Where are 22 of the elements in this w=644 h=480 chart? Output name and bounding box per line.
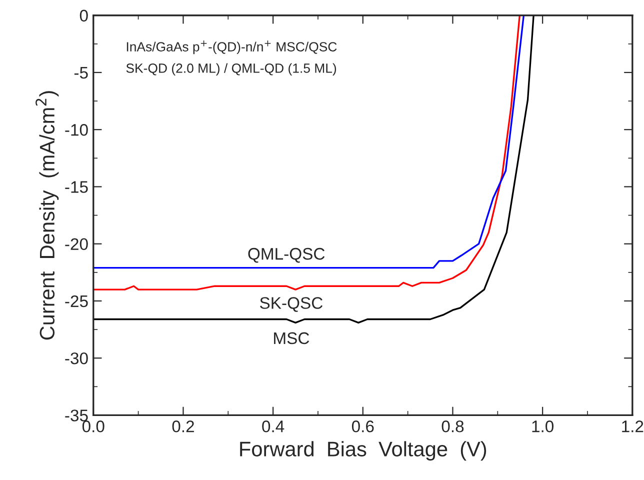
y-tick-label: -10	[65, 124, 88, 136]
x-tick-label: 0.8	[442, 420, 464, 432]
y-tick-label: -5	[74, 67, 88, 79]
x-tick-label: 0.6	[352, 420, 374, 432]
x-tick-label: 1.2	[622, 420, 644, 432]
y-tick-label: -20	[65, 238, 88, 250]
x-tick-label: 0.2	[172, 420, 194, 432]
x-axis-title: Forward Bias Voltage (V)	[240, 441, 486, 461]
y-tick-label: -25	[65, 295, 88, 308]
x-tick-label: 1.0	[532, 420, 554, 432]
x-tick-label: 0.4	[262, 420, 284, 432]
annotation: SK-QSC	[260, 297, 323, 312]
annotation: QML-QSC	[248, 248, 325, 263]
y-tick-label: -35	[65, 410, 88, 422]
y-tick-label: -15	[65, 181, 88, 193]
y-tick-label: 0	[80, 10, 88, 22]
y-tick-label: -30	[65, 352, 88, 364]
x-tick-label: 0.0	[82, 420, 104, 432]
annotation: InAs/GaAs p$^{+}$-(QD)-n/n$^{+}$ MSC/QSC	[126, 40, 337, 54]
y-axis-title: Current Density (mA/cm$^{2}$)	[36, 91, 59, 340]
annotation: SK-QD (2.0 ML) / QML-QD (1.5 ML)	[126, 63, 336, 76]
annotation: MSC	[274, 332, 310, 344]
